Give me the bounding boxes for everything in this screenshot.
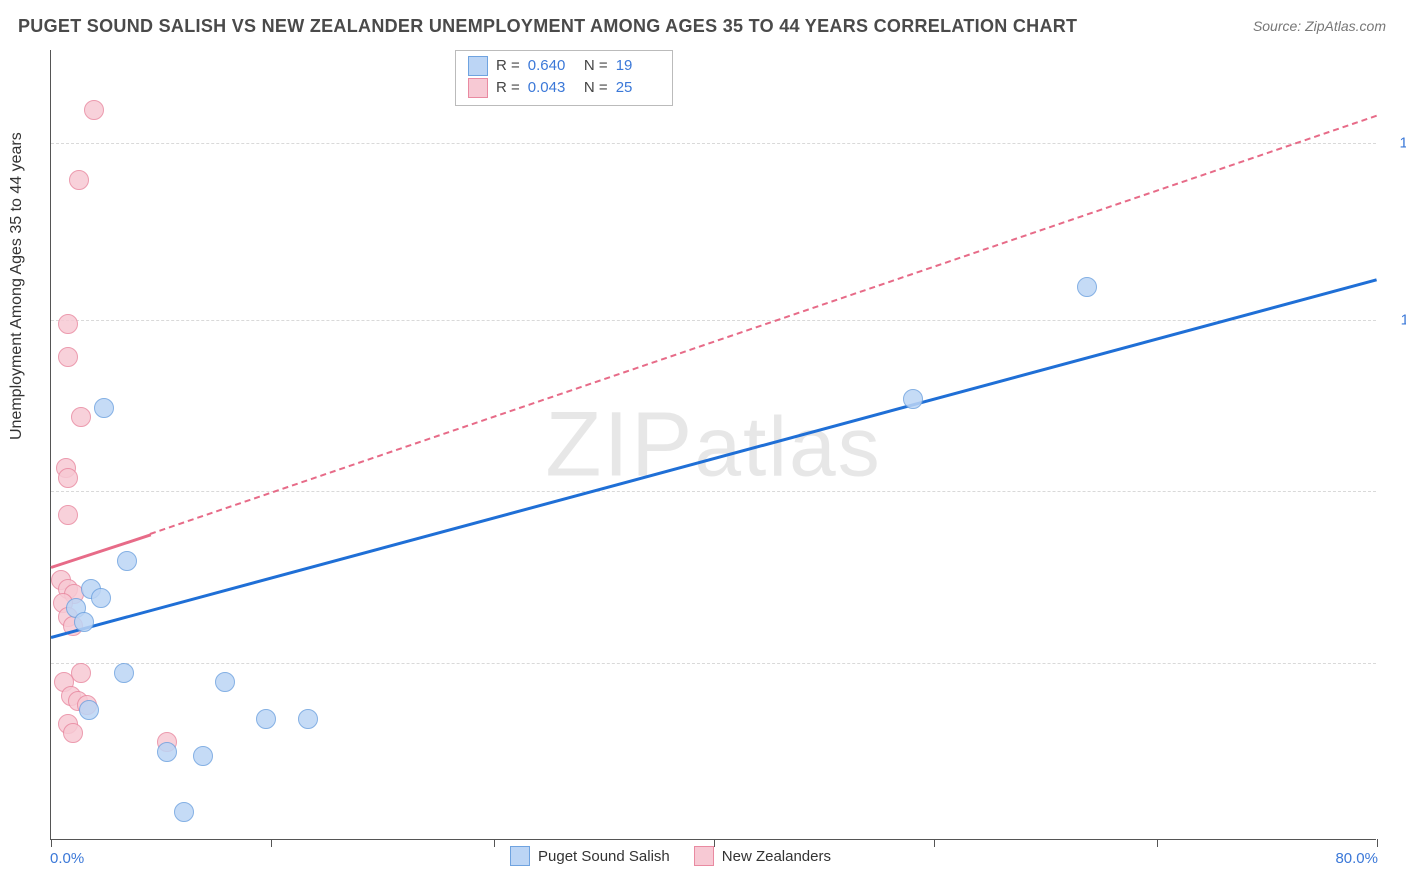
swatch-icon bbox=[694, 846, 714, 866]
gridline bbox=[51, 491, 1376, 492]
n-value: 25 bbox=[616, 77, 660, 99]
swatch-icon bbox=[468, 56, 488, 76]
data-point bbox=[94, 398, 114, 418]
x-tick bbox=[1377, 839, 1378, 847]
data-point bbox=[69, 170, 89, 190]
data-point bbox=[256, 709, 276, 729]
r-value: 0.043 bbox=[528, 77, 572, 99]
data-point bbox=[114, 663, 134, 683]
data-point bbox=[63, 723, 83, 743]
r-value: 0.640 bbox=[528, 55, 572, 77]
data-point bbox=[71, 407, 91, 427]
r-label: R = bbox=[496, 77, 520, 99]
plot-area: ZIPatlas 3.8%7.5%11.2%15.0% bbox=[50, 50, 1376, 840]
trend-line bbox=[150, 115, 1377, 535]
data-point bbox=[903, 389, 923, 409]
watermark: ZIPatlas bbox=[545, 392, 882, 497]
data-point bbox=[215, 672, 235, 692]
source-label: Source: ZipAtlas.com bbox=[1253, 18, 1386, 34]
data-point bbox=[79, 700, 99, 720]
legend-label: New Zealanders bbox=[722, 848, 831, 865]
r-label: R = bbox=[496, 55, 520, 77]
x-tick bbox=[1157, 839, 1158, 847]
n-label: N = bbox=[580, 77, 608, 99]
stats-row-0: R = 0.640 N = 19 bbox=[468, 55, 660, 77]
y-axis-label: Unemployment Among Ages 35 to 44 years bbox=[8, 132, 26, 440]
x-min-label: 0.0% bbox=[50, 850, 84, 867]
data-point bbox=[91, 588, 111, 608]
gridline bbox=[51, 320, 1376, 321]
legend-item-0: Puget Sound Salish bbox=[510, 846, 670, 866]
y-tick-label: 15.0% bbox=[1382, 134, 1406, 151]
swatch-icon bbox=[510, 846, 530, 866]
y-tick-label: 11.2% bbox=[1382, 311, 1406, 328]
x-tick bbox=[51, 839, 52, 847]
data-point bbox=[58, 314, 78, 334]
data-point bbox=[117, 551, 137, 571]
data-point bbox=[174, 802, 194, 822]
trend-line bbox=[51, 278, 1378, 639]
stats-row-1: R = 0.043 N = 25 bbox=[468, 77, 660, 99]
gridline bbox=[51, 663, 1376, 664]
gridline bbox=[51, 143, 1376, 144]
data-point bbox=[58, 347, 78, 367]
x-max-label: 80.0% bbox=[1335, 850, 1378, 867]
bottom-legend: Puget Sound Salish New Zealanders bbox=[510, 846, 831, 866]
x-tick bbox=[271, 839, 272, 847]
data-point bbox=[1077, 277, 1097, 297]
swatch-icon bbox=[468, 78, 488, 98]
n-label: N = bbox=[580, 55, 608, 77]
data-point bbox=[58, 505, 78, 525]
data-point bbox=[74, 612, 94, 632]
data-point bbox=[58, 468, 78, 488]
y-tick-label: 7.5% bbox=[1382, 483, 1406, 500]
chart-title: PUGET SOUND SALISH VS NEW ZEALANDER UNEM… bbox=[18, 16, 1077, 37]
legend-label: Puget Sound Salish bbox=[538, 848, 670, 865]
x-tick bbox=[934, 839, 935, 847]
legend-item-1: New Zealanders bbox=[694, 846, 831, 866]
x-tick bbox=[494, 839, 495, 847]
y-tick-label: 3.8% bbox=[1382, 655, 1406, 672]
data-point bbox=[193, 746, 213, 766]
n-value: 19 bbox=[616, 55, 660, 77]
data-point bbox=[84, 100, 104, 120]
data-point bbox=[298, 709, 318, 729]
data-point bbox=[157, 742, 177, 762]
stats-legend: R = 0.640 N = 19 R = 0.043 N = 25 bbox=[455, 50, 673, 106]
